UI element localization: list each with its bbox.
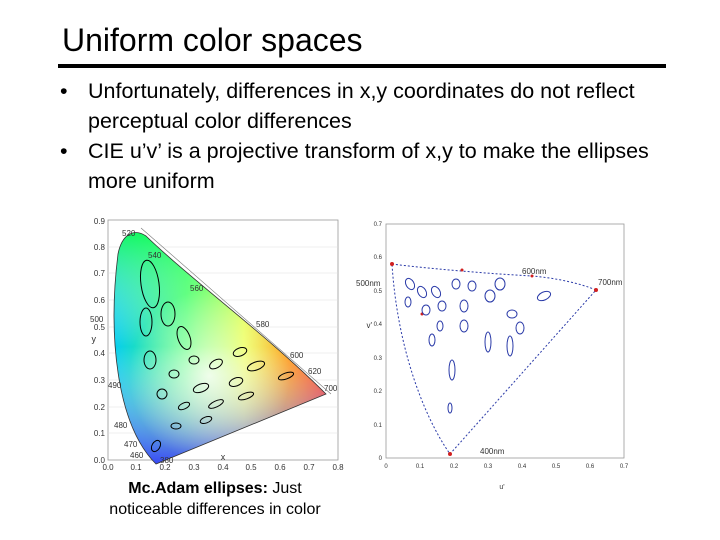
bullet-item-1: • Unfortunately, differences in x,y coor…: [58, 76, 678, 136]
figure-caption: Mc.Adam ellipses: Just noticeable differ…: [90, 478, 340, 520]
wavelength-label: 560: [190, 284, 204, 293]
x-axis-label: x: [221, 452, 226, 462]
u-axis-label: u': [499, 484, 504, 491]
bullet-text-1: Unfortunately, differences in x,y coordi…: [88, 79, 635, 133]
wavelength-label: 500: [90, 315, 104, 324]
label-400nm: 400nm: [480, 447, 505, 456]
spectral-locus: [391, 263, 597, 455]
y-tick: 0.6: [94, 296, 106, 305]
wavelength-label: 480: [114, 421, 128, 430]
y-axis-label: y: [92, 334, 97, 344]
bullet-list: • Unfortunately, differences in x,y coor…: [58, 76, 678, 196]
wavelength-label: 700: [324, 384, 338, 393]
y-tick: 0.9: [94, 217, 106, 226]
wavelength-label: 620: [308, 367, 322, 376]
caption-bold: Mc.Adam ellipses:: [128, 480, 268, 497]
wavelength-label: 470: [124, 440, 138, 449]
x-tick: 0.8: [332, 463, 344, 472]
caption-text: Just noticeable differences in color: [109, 480, 321, 518]
slide-title: Uniform color spaces: [62, 22, 363, 58]
v-tick: 0: [379, 456, 383, 462]
x-tick: 0.0: [102, 463, 114, 472]
label-700nm: 700nm: [598, 278, 623, 287]
y-tick: 0.7: [94, 269, 106, 278]
y-tick: 0.8: [94, 243, 106, 252]
y-tick: 0.1: [94, 429, 106, 438]
bullet-marker: •: [60, 139, 68, 163]
wavelength-label: 580: [256, 320, 270, 329]
chromaticity-region: [114, 232, 327, 465]
y-tick: 0.3: [94, 376, 106, 385]
x-tick: 0.4: [217, 463, 229, 472]
bullet-text-2: CIE u’v’ is a projective transform of x,…: [88, 139, 649, 193]
y-tick: 0.4: [94, 349, 106, 358]
v-tick: 0.4: [374, 322, 383, 328]
u-tick: 0.1: [416, 464, 425, 470]
v-tick: 0.5: [374, 289, 383, 295]
cie-uv-diagram: 0 0.1 0.2 0.3 0.4 0.5 0.6 0.7 u' 0 0.1 0…: [352, 214, 632, 494]
x-tick: 0.6: [274, 463, 286, 472]
u-tick: 0.4: [518, 464, 527, 470]
y-tick: 0.0: [94, 456, 106, 465]
v-tick: 0.1: [374, 423, 383, 429]
x-tick: 0.7: [303, 463, 315, 472]
u-tick: 0.3: [484, 464, 493, 470]
macadam-ellipses: [139, 259, 295, 453]
x-tick: 0.1: [130, 463, 142, 472]
u-tick: 0.5: [552, 464, 561, 470]
x-tick: 0.3: [188, 463, 200, 472]
wavelength-label: 520: [122, 229, 136, 238]
label-500nm: 500nm: [356, 279, 381, 288]
v-axis-label: v': [366, 321, 372, 330]
u-tick: 0.6: [586, 464, 595, 470]
u-tick: 0.2: [450, 464, 459, 470]
label-600nm: 600nm: [522, 267, 547, 276]
v-tick: 0.2: [374, 389, 383, 395]
bullet-item-2: • CIE u’v’ is a projective transform of …: [58, 136, 678, 196]
wavelength-label: 490: [108, 381, 122, 390]
wavelength-label: 460: [130, 451, 144, 460]
v-tick: 0.3: [374, 356, 383, 362]
cie-xy-diagram: 0.0 0.1 0.2 0.3 0.4 0.5 0.6 0.7 0.8 x 0.…: [86, 214, 346, 476]
title-underline: [58, 64, 666, 68]
wavelength-label: 540: [148, 251, 162, 260]
v-tick: 0.6: [374, 255, 383, 261]
wavelength-label: 380: [160, 456, 174, 465]
macadam-ellipses-uv: [404, 277, 552, 414]
y-tick: 0.5: [94, 323, 106, 332]
v-tick: 0.7: [374, 222, 383, 228]
x-tick: 0.5: [245, 463, 257, 472]
y-tick: 0.2: [94, 403, 106, 412]
bullet-marker: •: [60, 79, 68, 103]
x-tick: 0.2: [159, 463, 171, 472]
u-tick: 0: [384, 464, 388, 470]
wavelength-label: 600: [290, 351, 304, 360]
u-tick: 0.7: [620, 464, 629, 470]
